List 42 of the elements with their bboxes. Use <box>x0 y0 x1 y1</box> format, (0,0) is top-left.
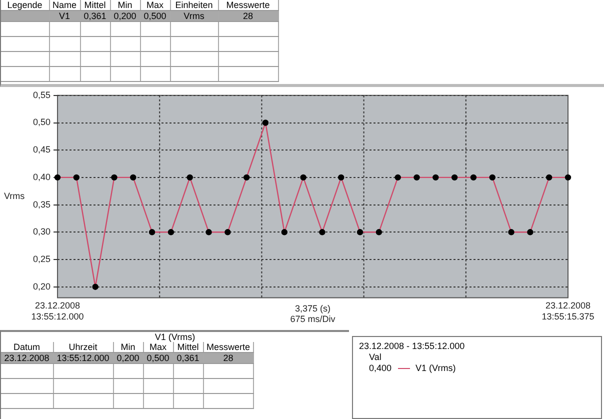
text: 13:55:12.000 <box>53 352 113 364</box>
y-tick-label: 0,25 <box>32 254 51 264</box>
y-tick-label: 0,45 <box>32 144 51 155</box>
text: 0,361 <box>80 10 110 22</box>
x-axis-title: 3,375 (s) 675 ms/Div <box>290 303 336 324</box>
y-tick-label: 0,50 <box>32 117 51 128</box>
text: 0,500 <box>143 352 173 364</box>
text: Vrms <box>170 10 218 22</box>
text: V1 (Vrms) <box>154 332 196 342</box>
text: Min <box>113 342 143 352</box>
x-tick-label: 23.12.2008 13:55:12.000 <box>31 300 84 322</box>
text: Min <box>110 0 140 10</box>
y-tick-label: 0,40 <box>32 172 51 182</box>
y-tick-label: 0,30 <box>32 226 51 237</box>
text: Messwerte <box>218 0 278 10</box>
y-axis-title: Vrms <box>4 191 26 202</box>
text: Datum <box>1 342 53 352</box>
text: Messwerte <box>203 342 254 352</box>
y-tick-label: 0,55 <box>32 90 51 100</box>
text: 0,361 <box>173 352 203 364</box>
text: 28 <box>218 10 278 22</box>
y-tick-label: 0,20 <box>32 281 51 292</box>
text: 0,200 <box>110 10 140 22</box>
text: V1 (Vrms) <box>416 363 456 374</box>
text: Max <box>140 0 170 10</box>
text: Mittel <box>173 342 203 352</box>
y-tick-label: 0,35 <box>32 199 51 210</box>
text: Name <box>49 0 80 10</box>
text: Mittel <box>80 0 110 10</box>
text: 23.12.2008 <box>1 352 53 364</box>
text: V1 <box>49 10 80 22</box>
x-tick-label: 23.12.2008 13:55:15.375 <box>542 300 594 322</box>
text: Legende <box>1 0 49 10</box>
text: 0,400 <box>369 363 392 374</box>
text: Max <box>143 342 173 352</box>
text: 23.12.2008 - 13:55:12.000 <box>359 341 466 352</box>
text: 0,500 <box>140 10 170 22</box>
text: Einheiten <box>170 0 218 10</box>
text: Uhrzeit <box>53 342 113 352</box>
text: Val <box>368 352 382 363</box>
text: 28 <box>203 352 254 364</box>
text: 0,200 <box>113 352 143 364</box>
